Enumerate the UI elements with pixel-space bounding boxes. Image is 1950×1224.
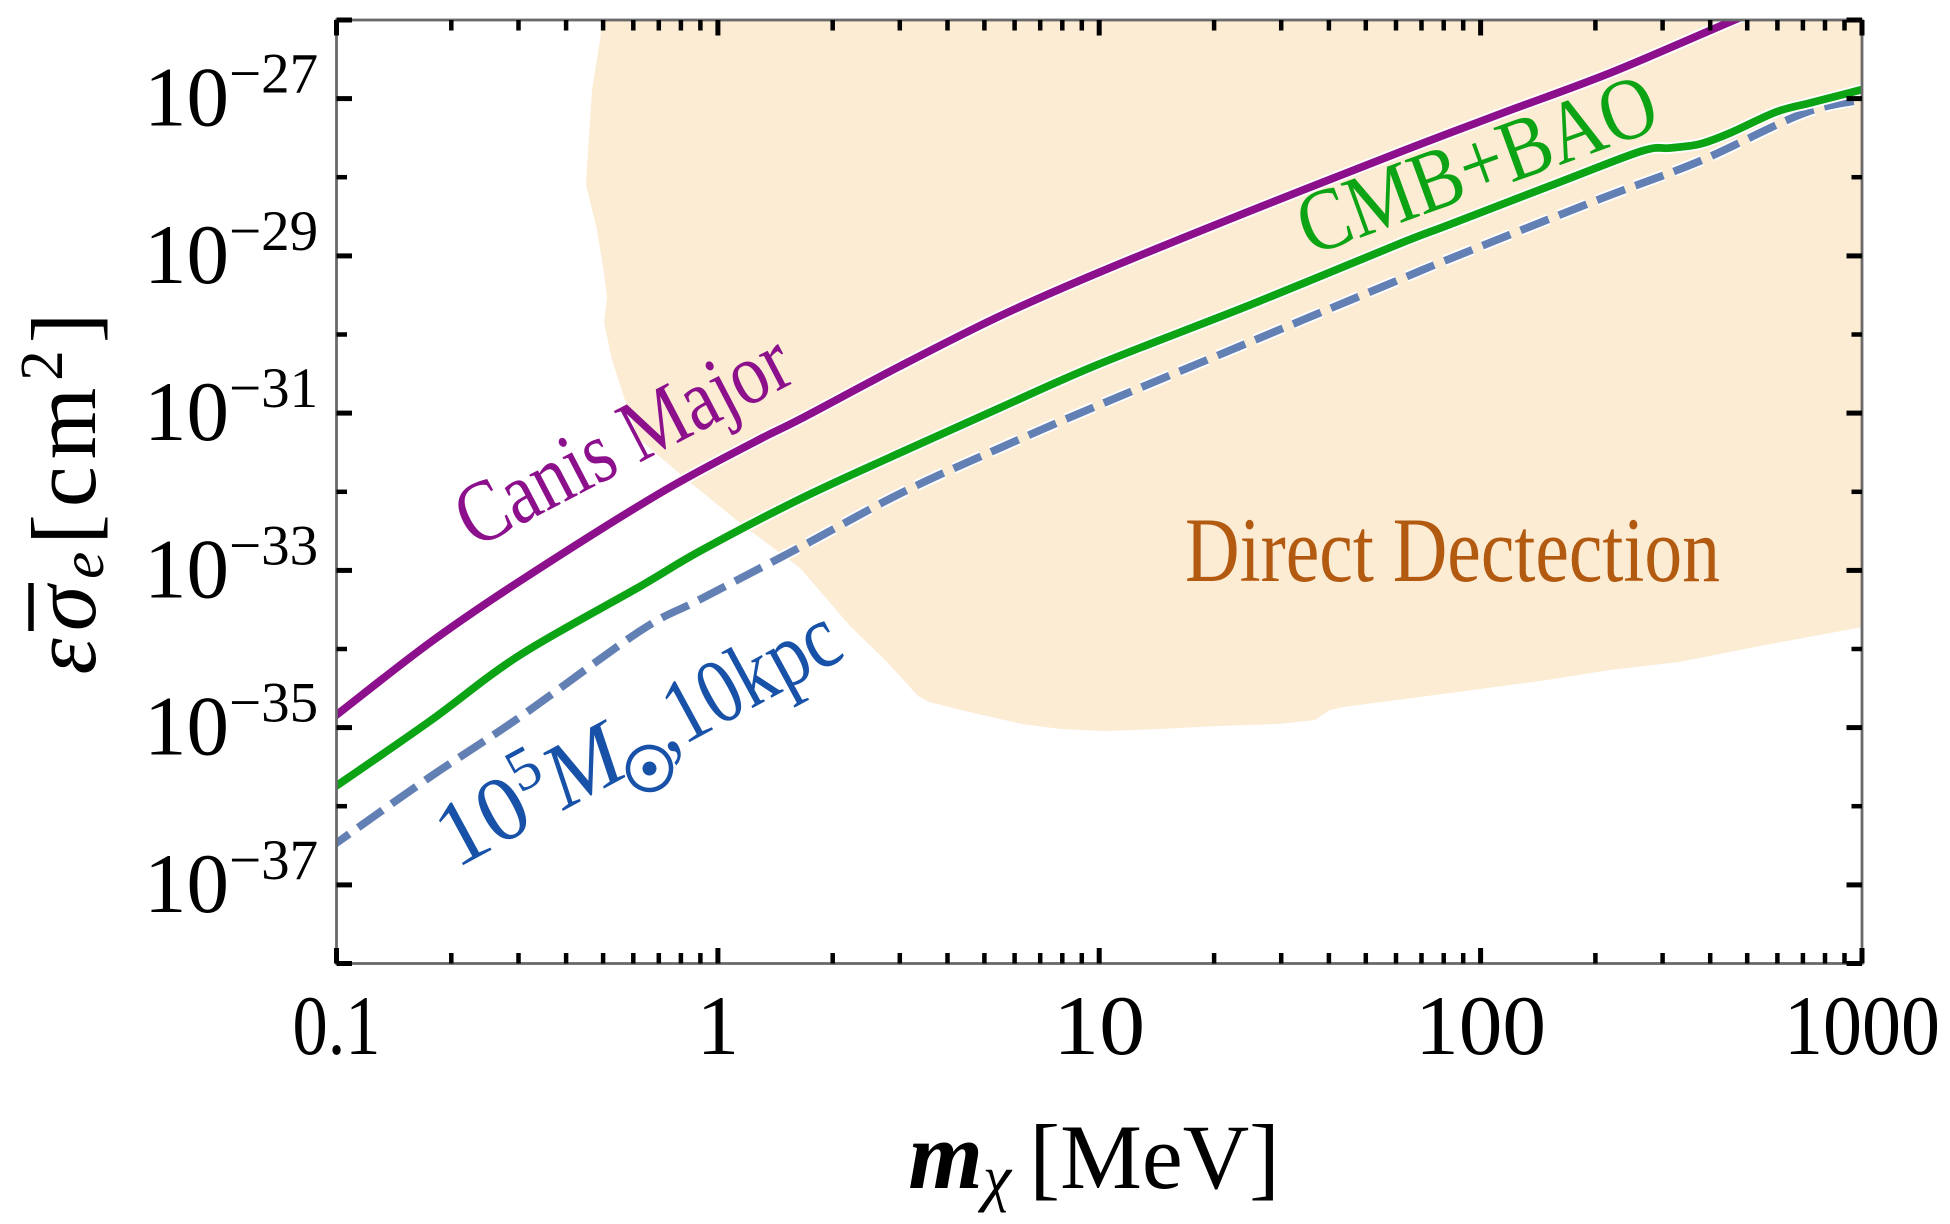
svg-text:mχ [MeV]: mχ [MeV] xyxy=(908,1102,1280,1213)
svg-text:10: 10 xyxy=(1053,979,1145,1073)
svg-text:0.1: 0.1 xyxy=(293,979,381,1073)
svg-text:Direct Dectection: Direct Dectection xyxy=(1185,499,1720,601)
svg-text:1000: 1000 xyxy=(1784,979,1940,1073)
svg-text:100: 100 xyxy=(1415,979,1546,1073)
svg-text:1: 1 xyxy=(697,979,740,1073)
